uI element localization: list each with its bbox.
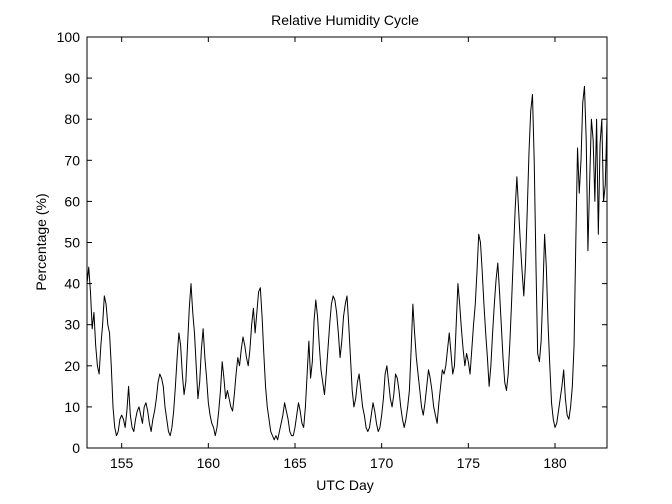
ticks-layer xyxy=(87,36,607,449)
y-tick-label: 0 xyxy=(72,440,80,456)
y-tick-label: 60 xyxy=(64,193,80,209)
y-tick-label: 30 xyxy=(64,317,80,333)
x-tick-label: 160 xyxy=(197,455,221,471)
plot-area xyxy=(86,36,608,449)
y-tick-label: 40 xyxy=(64,276,80,292)
x-tick-label: 180 xyxy=(543,455,567,471)
x-tick-label: 165 xyxy=(283,455,307,471)
y-tick-label: 10 xyxy=(64,399,80,415)
series-line-1 xyxy=(87,85,607,441)
y-tick-label: 90 xyxy=(64,70,80,86)
x-axis-label: UTC Day xyxy=(316,477,374,493)
y-axis-label: Percentage (%) xyxy=(33,193,49,290)
x-tick-label: 175 xyxy=(457,455,481,471)
x-tick-label: 155 xyxy=(110,455,134,471)
y-tick-label: 50 xyxy=(64,235,80,251)
chart-title: Relative Humidity Cycle xyxy=(271,12,419,28)
axes-frame xyxy=(86,36,608,449)
y-tick-label: 80 xyxy=(64,111,80,127)
y-tick-label: 100 xyxy=(57,29,81,45)
tick-labels-layer: 155 160 165 170 175 180 0 10 20 30 40 50 60 70 80 90 100 xyxy=(57,29,567,471)
y-tick-label: 70 xyxy=(64,152,80,168)
x-tick-label: 170 xyxy=(370,455,394,471)
y-tick-label: 20 xyxy=(64,358,80,374)
